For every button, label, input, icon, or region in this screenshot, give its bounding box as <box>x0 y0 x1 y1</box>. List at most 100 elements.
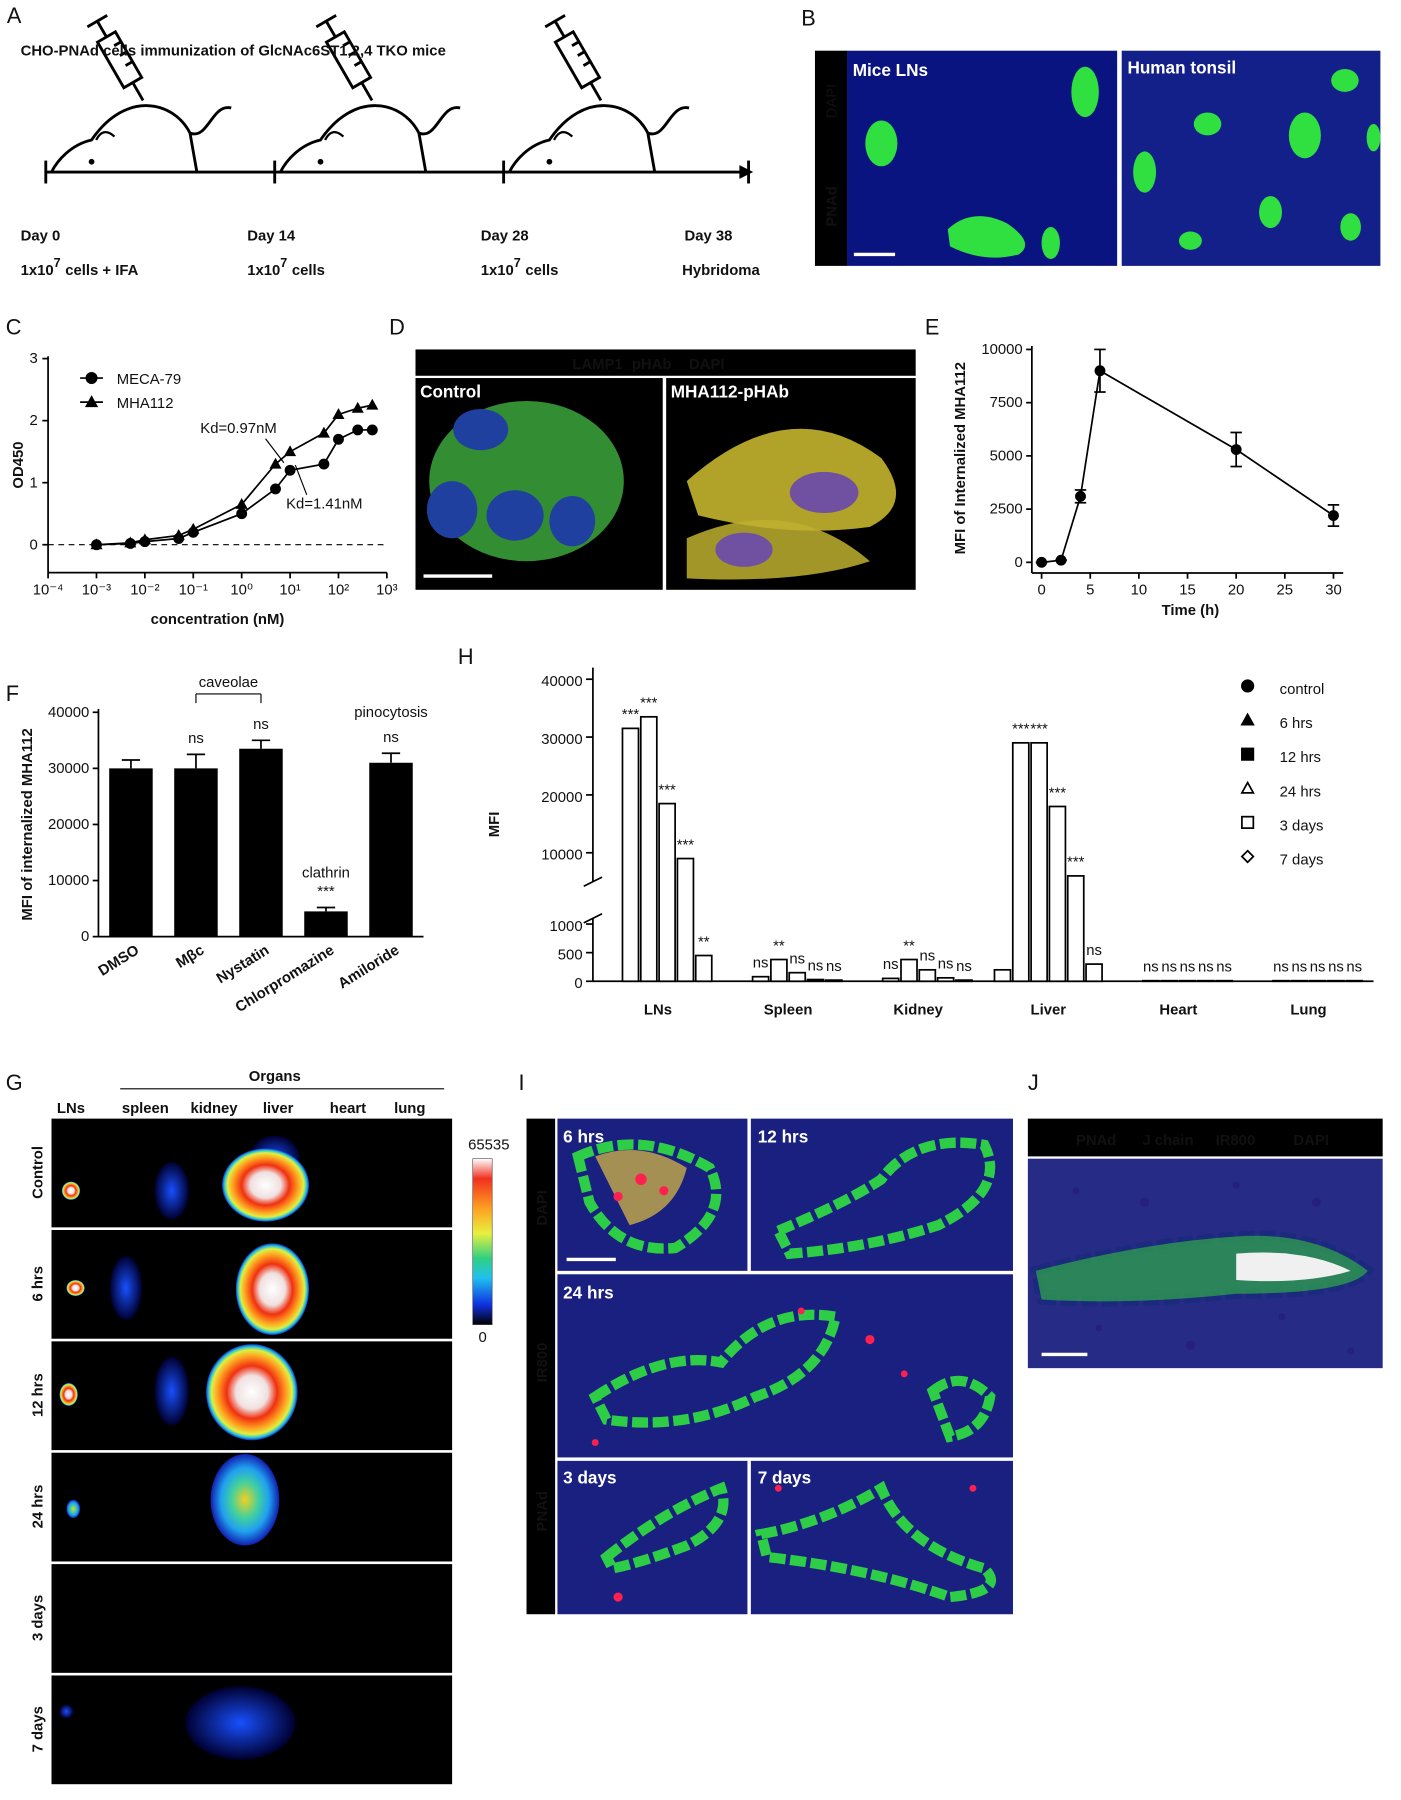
timeline <box>44 13 754 184</box>
fit-line <box>96 429 373 546</box>
y-tick-label: 10000 <box>541 848 582 864</box>
image-label: Mice LNs <box>853 60 928 80</box>
bar <box>824 979 843 983</box>
signal <box>210 1453 280 1546</box>
bar <box>1215 979 1234 983</box>
significance: ns <box>1273 960 1289 976</box>
significance: *** <box>1067 855 1085 871</box>
bar <box>1272 979 1290 983</box>
signal <box>61 1181 81 1200</box>
image-label: MHA112-pHAb <box>671 382 789 402</box>
y-tick-label: 2 <box>30 413 38 429</box>
x-tick-label: 10² <box>328 582 350 598</box>
dose-exp: 7 <box>514 256 521 270</box>
stain: IR800 <box>1216 1133 1256 1149</box>
signal <box>66 1280 85 1297</box>
y-axis-title: MFI of Internalized MHA112 <box>953 362 969 554</box>
legend-label: MHA112 <box>117 396 174 412</box>
marker <box>284 445 297 457</box>
signal <box>154 1162 189 1220</box>
marker <box>351 401 364 413</box>
significance: ** <box>903 938 915 954</box>
bar <box>109 768 153 937</box>
bar <box>621 727 640 983</box>
dose-exp: 7 <box>54 256 61 270</box>
significance: ns <box>1216 960 1232 976</box>
x-tick-label: Amiloride <box>336 942 403 992</box>
image-label: 12 hrs <box>758 1127 809 1147</box>
marker <box>352 424 364 436</box>
dose: 1x107 cells <box>247 256 325 279</box>
stain: DAPI <box>825 84 841 119</box>
significance: *** <box>1030 722 1048 738</box>
day: Day 38 <box>684 229 732 245</box>
x-tick-label: LNs <box>644 1002 672 1018</box>
legend-label: 12 hrs <box>1280 750 1321 766</box>
legend-label: MECA-79 <box>117 372 181 388</box>
marker <box>333 433 344 445</box>
signal <box>109 1255 142 1321</box>
marker <box>138 533 151 545</box>
y-tick-label: 3 <box>30 351 38 367</box>
y-axis-title: OD450 <box>11 442 27 489</box>
marker <box>269 457 282 469</box>
marker <box>236 508 248 520</box>
y-axis-title: MFI <box>487 812 503 838</box>
bar <box>806 978 825 983</box>
legend-label: 3 days <box>1280 818 1324 834</box>
significance: ns <box>919 949 935 965</box>
panel-label: D <box>389 315 405 340</box>
significance: ns <box>1291 960 1307 976</box>
x-tick-label: 10⁰ <box>230 582 253 598</box>
marker <box>270 483 281 495</box>
image-label: 3 days <box>563 1468 616 1488</box>
x-tick-label: Nystatin <box>214 942 272 987</box>
signal <box>66 1499 81 1519</box>
dose-exp: 7 <box>280 256 287 270</box>
day: Day 14 <box>247 229 296 245</box>
marker <box>1240 849 1255 864</box>
y-tick-label: 0 <box>81 929 89 945</box>
significance: ** <box>698 934 710 950</box>
x-tick-label: 10¹ <box>279 582 301 598</box>
bar <box>639 715 658 983</box>
bar <box>1308 979 1327 983</box>
colorbar-label: 65535 <box>468 1138 509 1154</box>
image-row <box>51 1564 453 1673</box>
bar <box>1142 979 1160 983</box>
y-tick-label: 7500 <box>990 395 1023 411</box>
significance: ns <box>883 957 899 973</box>
bar <box>1196 979 1215 983</box>
bar <box>788 971 807 983</box>
significance: ns <box>753 956 769 972</box>
signal <box>59 1383 78 1406</box>
stain: PNAd <box>1076 1133 1116 1149</box>
signal <box>222 1148 310 1222</box>
bar <box>1048 805 1067 983</box>
bar <box>751 975 770 983</box>
significance: *** <box>622 707 640 723</box>
x-tick-label: 20 <box>1228 583 1245 599</box>
panel-label: B <box>801 6 816 31</box>
bar <box>1030 741 1048 983</box>
marker <box>235 498 248 509</box>
marker <box>1075 490 1086 502</box>
colorbar <box>472 1158 493 1325</box>
stain: DAPI <box>1293 1133 1329 1149</box>
bar <box>658 802 676 983</box>
bar <box>1345 979 1364 983</box>
x-tick-label: 10³ <box>376 582 398 598</box>
y-tick-label: 10000 <box>48 873 89 889</box>
marker <box>366 424 378 436</box>
legend-label: 6 hrs <box>1280 716 1313 732</box>
y-tick-label: 10000 <box>981 342 1022 358</box>
x-tick-label: 0 <box>1037 583 1045 599</box>
y-tick-label: 5000 <box>990 448 1023 464</box>
x-tick-label: 30 <box>1325 583 1342 599</box>
column-label: spleen <box>122 1101 169 1117</box>
column-label: LNs <box>57 1101 85 1117</box>
dose-base: 1x10 <box>247 263 280 279</box>
significance: ns <box>1180 960 1196 976</box>
